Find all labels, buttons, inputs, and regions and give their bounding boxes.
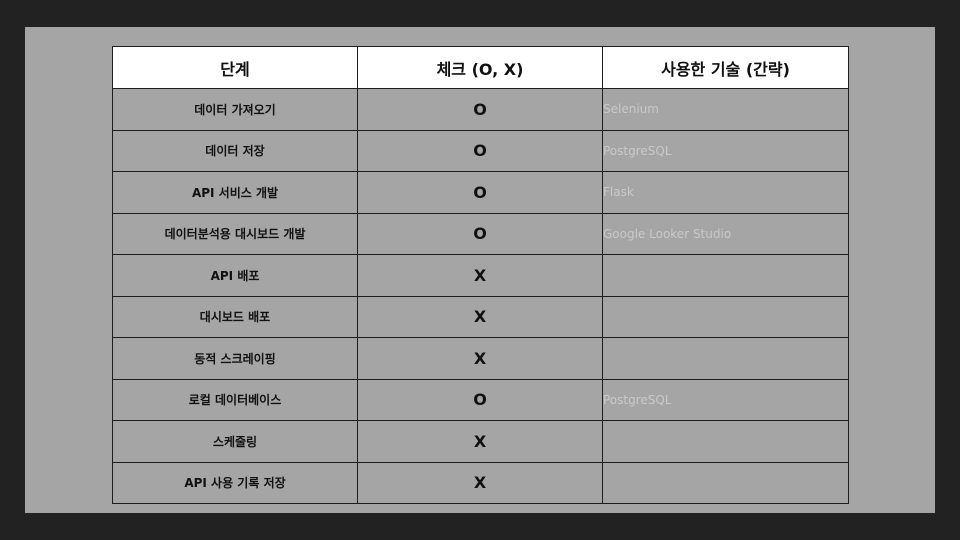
tech-cell bbox=[602, 420, 849, 463]
check-cell: X bbox=[357, 254, 603, 297]
stage-cell: 데이터분석용 대시보드 개발 bbox=[112, 212, 358, 255]
tech-cell: Flask bbox=[602, 171, 849, 214]
check-cell: O bbox=[357, 88, 603, 131]
table-row: 대시보드 배포 X bbox=[112, 295, 849, 338]
stage-cell: 데이터 가져오기 bbox=[112, 88, 358, 131]
stage-cell: API 배포 bbox=[112, 254, 358, 297]
tech-cell: Google Looker Studio bbox=[602, 212, 849, 255]
tech-cell bbox=[602, 295, 849, 338]
tech-cell: PostgreSQL bbox=[602, 378, 849, 421]
table-row: 데이터분석용 대시보드 개발 O Google Looker Studio bbox=[112, 212, 849, 255]
header-check: 체크 (O, X) bbox=[357, 46, 603, 89]
stage-table: 단계 체크 (O, X) 사용한 기술 (간략) 데이터 가져오기 O Sele… bbox=[112, 46, 849, 504]
check-cell: O bbox=[357, 171, 603, 214]
check-cell: O bbox=[357, 212, 603, 255]
slide: 단계 체크 (O, X) 사용한 기술 (간략) 데이터 가져오기 O Sele… bbox=[25, 27, 935, 513]
stage-cell: 대시보드 배포 bbox=[112, 295, 358, 338]
check-cell: O bbox=[357, 129, 603, 172]
table-row: 동적 스크레이핑 X bbox=[112, 337, 849, 380]
stage-cell: API 사용 기록 저장 bbox=[112, 461, 358, 504]
tech-cell bbox=[602, 337, 849, 380]
check-cell: O bbox=[357, 378, 603, 421]
table-header-row: 단계 체크 (O, X) 사용한 기술 (간략) bbox=[112, 46, 849, 89]
table-row: API 서비스 개발 O Flask bbox=[112, 171, 849, 214]
stage-cell: 스케줄링 bbox=[112, 420, 358, 463]
check-cell: X bbox=[357, 420, 603, 463]
tech-cell bbox=[602, 254, 849, 297]
check-cell: X bbox=[357, 337, 603, 380]
stage-cell: 데이터 저장 bbox=[112, 129, 358, 172]
table-row: 스케줄링 X bbox=[112, 420, 849, 463]
tech-cell: Selenium bbox=[602, 88, 849, 131]
stage-cell: API 서비스 개발 bbox=[112, 171, 358, 214]
stage-cell: 동적 스크레이핑 bbox=[112, 337, 358, 380]
table-row: 데이터 저장 O PostgreSQL bbox=[112, 129, 849, 172]
tech-cell bbox=[602, 461, 849, 504]
stage-cell: 로컬 데이터베이스 bbox=[112, 378, 358, 421]
table-row: API 사용 기록 저장 X bbox=[112, 461, 849, 504]
table-row: 로컬 데이터베이스 O PostgreSQL bbox=[112, 378, 849, 421]
check-cell: X bbox=[357, 295, 603, 338]
header-tech: 사용한 기술 (간략) bbox=[602, 46, 849, 89]
table-row: API 배포 X bbox=[112, 254, 849, 297]
check-cell: X bbox=[357, 461, 603, 504]
table-row: 데이터 가져오기 O Selenium bbox=[112, 88, 849, 131]
tech-cell: PostgreSQL bbox=[602, 129, 849, 172]
header-stage: 단계 bbox=[112, 46, 358, 89]
